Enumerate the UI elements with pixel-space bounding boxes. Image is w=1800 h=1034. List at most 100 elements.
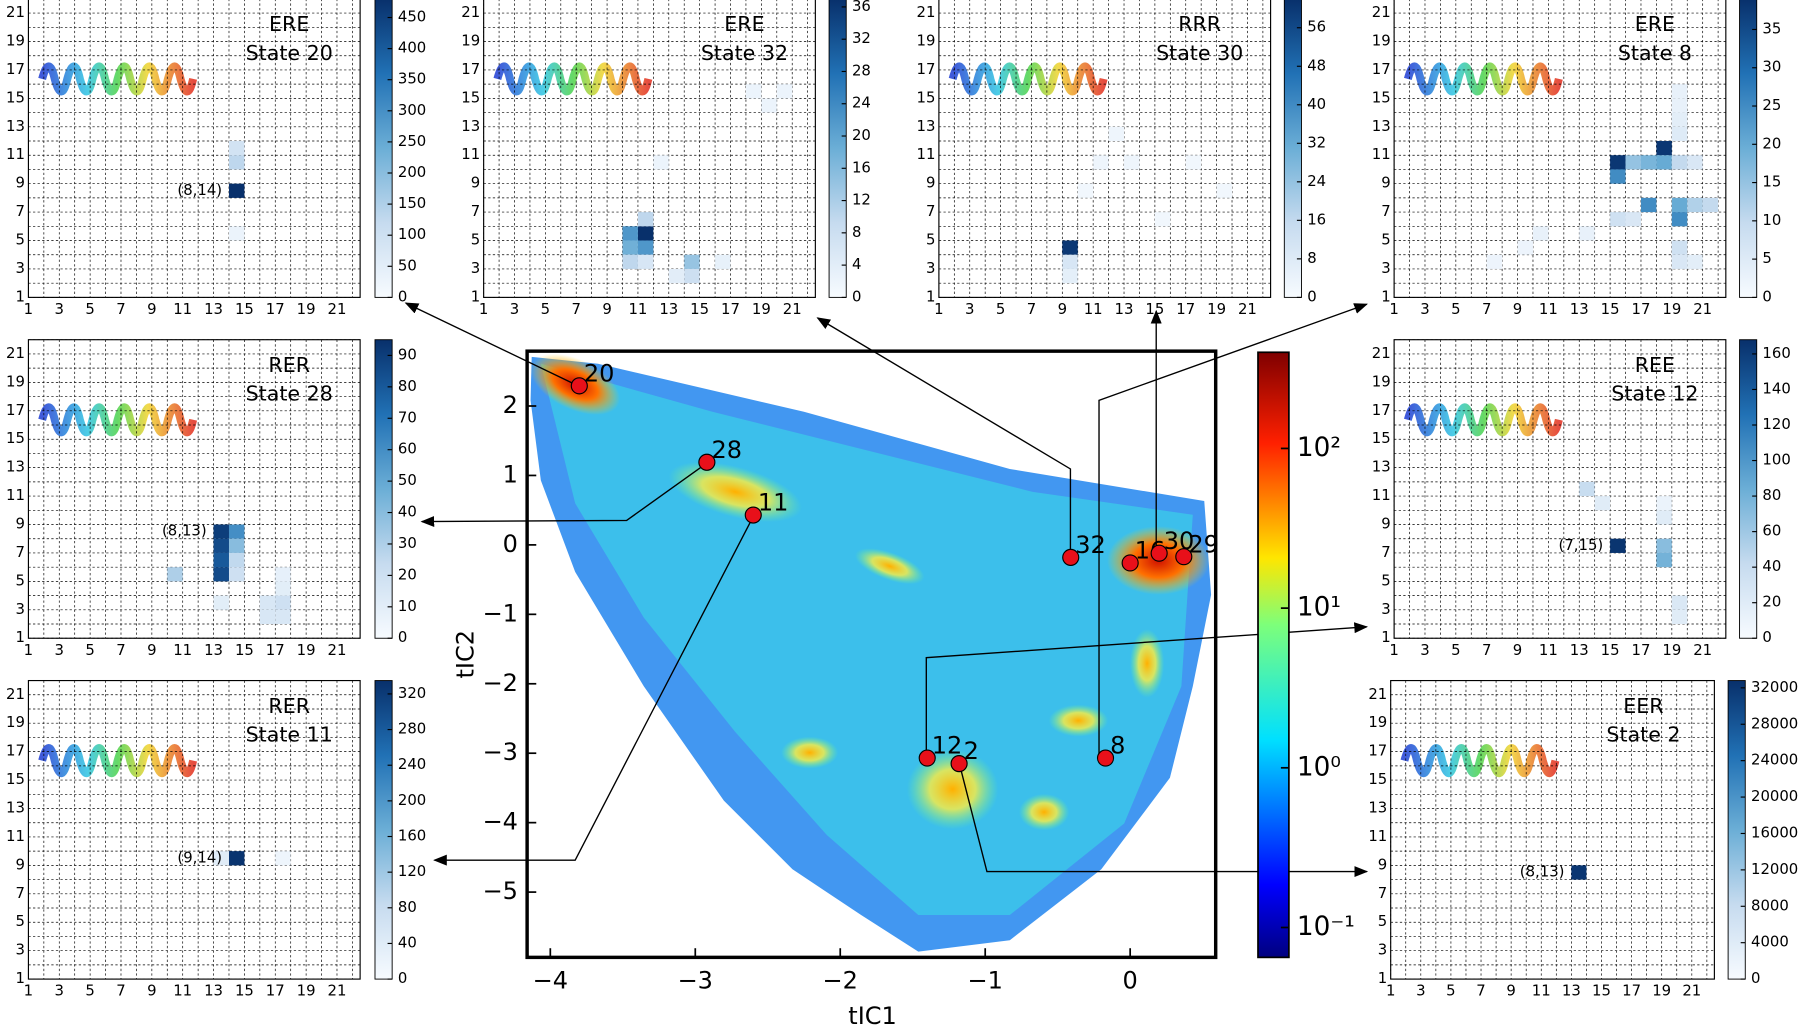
colorbar-tick-label: 35 — [1762, 19, 1781, 37]
contact-cell — [622, 254, 638, 269]
y-tick-label: 3 — [16, 259, 25, 277]
y-tick-label: 21 — [1372, 3, 1391, 21]
contact-cell — [1671, 126, 1688, 142]
state-point — [1175, 548, 1193, 566]
x-axis-label: tIC1 — [848, 1002, 897, 1030]
x-tick-label: 21 — [1238, 300, 1257, 318]
x-tick-label: 15 — [235, 641, 254, 659]
y-tick-label: 7 — [1378, 884, 1387, 902]
colorbar-tick-label: 16 — [852, 158, 871, 176]
contact-cell — [228, 141, 245, 156]
colorbar-tick-label: 100 — [1762, 451, 1790, 469]
x-tick-label: 1 — [24, 300, 33, 318]
colorbar — [1739, 0, 1758, 298]
state-point — [1062, 548, 1080, 566]
contact-cell — [228, 567, 245, 582]
colorbar-tick-label: 450 — [398, 8, 426, 26]
y-tick-label: 1 — [16, 628, 25, 646]
colorbar-tick-label: 20000 — [1751, 787, 1798, 805]
contact-cell — [213, 595, 229, 610]
colorbar-tick-label: 40 — [398, 503, 417, 521]
contact-cell — [1579, 481, 1595, 497]
y-tick-label: 2 — [503, 391, 518, 419]
x-tick-label: −3 — [678, 966, 713, 994]
x-tick-label: 1 — [1386, 982, 1395, 1000]
contact-cell — [1671, 595, 1688, 610]
y-tick-label: 11 — [1372, 486, 1391, 504]
colorbar-tick-label: 30 — [398, 534, 417, 552]
x-tick-label: 9 — [1506, 982, 1515, 1000]
colorbar-tick-label: 20 — [852, 126, 871, 144]
state-type: ERE — [269, 12, 309, 36]
x-tick-label: −4 — [533, 966, 568, 994]
colorbar-tick-label: 140 — [1762, 379, 1790, 397]
contact-cell — [622, 240, 638, 255]
x-tick-label: 19 — [1662, 641, 1681, 659]
state-label: 20 — [584, 359, 615, 387]
x-tick-label: 7 — [1027, 300, 1036, 318]
colorbar-tick-label: 10 — [1762, 211, 1781, 229]
colorbar — [828, 0, 847, 298]
y-tick-label: 0 — [503, 530, 518, 558]
colorbar-tick-label: 120 — [1762, 415, 1790, 433]
contact-cell — [1154, 212, 1171, 227]
colorbar — [1727, 680, 1746, 980]
structure-ribbon — [38, 744, 198, 778]
colorbar-tick-label: 10 — [398, 597, 417, 615]
colorbar-tick-label: 160 — [1762, 344, 1790, 362]
contact-cell — [637, 212, 654, 227]
x-tick-label: 15 — [235, 982, 254, 1000]
contact-cell — [1093, 155, 1109, 170]
colorbar-tick-label: 0 — [398, 969, 407, 987]
contact-cell — [745, 84, 762, 99]
y-tick-label: 17 — [461, 60, 480, 78]
y-tick-label: 13 — [6, 799, 25, 817]
x-tick-label: 3 — [510, 300, 519, 318]
y-tick-label: 1 — [1381, 287, 1390, 305]
y-tick-label: 9 — [1381, 174, 1390, 192]
contact-cell — [275, 567, 291, 582]
x-tick-label: 17 — [1632, 300, 1651, 318]
plot-area — [938, 0, 1272, 298]
colorbar-tick-label: 20 — [1762, 593, 1781, 611]
colorbar — [1283, 0, 1302, 298]
x-tick-label: 13 — [1570, 641, 1589, 659]
colorbar — [1257, 351, 1290, 959]
y-tick-label: 5 — [1378, 912, 1387, 930]
contact-cell — [776, 84, 793, 99]
y-tick-label: 19 — [6, 32, 25, 50]
colorbar-tick-label: 120 — [398, 862, 426, 880]
state-label: 2 — [964, 737, 979, 765]
x-tick-label: 9 — [1058, 300, 1067, 318]
y-tick-label: 11 — [1368, 827, 1387, 845]
contact-cell — [228, 183, 245, 198]
x-tick-label: 19 — [1662, 300, 1681, 318]
y-tick-label: 19 — [917, 32, 936, 50]
colorbar-tick-label: 32000 — [1751, 678, 1798, 696]
state-type: RER — [268, 353, 310, 377]
colorbar-tick-label: 70 — [398, 408, 417, 426]
y-tick-label: 19 — [6, 713, 25, 731]
y-tick-label: 7 — [1381, 543, 1390, 561]
colorbar-tick-label: 12 — [852, 191, 871, 209]
x-tick-label: 17 — [266, 982, 285, 1000]
y-tick-label: 21 — [461, 3, 480, 21]
state-label: 8 — [1110, 732, 1125, 760]
colorbar-tick-label: 16 — [1307, 210, 1326, 228]
state-point — [698, 453, 716, 471]
x-tick-label: 7 — [1476, 982, 1485, 1000]
y-tick-label: 21 — [6, 344, 25, 362]
state-label: 11 — [758, 489, 789, 517]
state-type: RRR — [1178, 12, 1221, 36]
x-tick-label: 13 — [1115, 300, 1134, 318]
colorbar-tick-label: 240 — [398, 755, 426, 773]
y-tick-label: 19 — [461, 32, 480, 50]
x-tick-label: 7 — [116, 641, 125, 659]
colorbar-tick-label: 0 — [1762, 628, 1771, 646]
y-tick-label: −4 — [483, 808, 518, 836]
x-tick-label: 21 — [328, 300, 347, 318]
y-tick-label: 9 — [1378, 855, 1387, 873]
contact-cell — [1656, 496, 1672, 511]
contact-cell — [637, 240, 654, 255]
contact-cell — [1640, 155, 1657, 170]
